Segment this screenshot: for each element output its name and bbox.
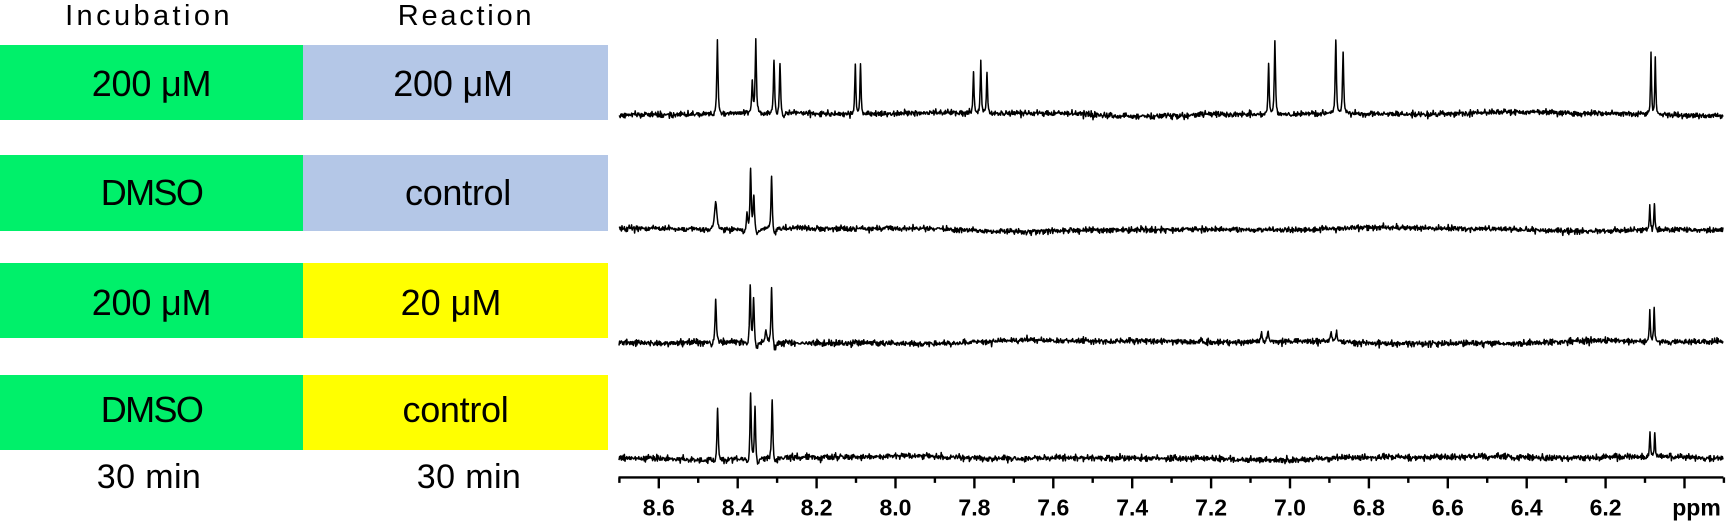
svg-text:ppm: ppm <box>1672 495 1721 521</box>
svg-text:8.6: 8.6 <box>643 495 675 521</box>
svg-text:6.2: 6.2 <box>1590 495 1622 521</box>
svg-text:6.6: 6.6 <box>1432 495 1464 521</box>
svg-text:7.8: 7.8 <box>958 495 990 521</box>
svg-text:8.0: 8.0 <box>880 495 912 521</box>
svg-text:7.4: 7.4 <box>1116 495 1148 521</box>
svg-text:7.2: 7.2 <box>1195 495 1227 521</box>
svg-text:6.8: 6.8 <box>1353 495 1385 521</box>
svg-text:8.4: 8.4 <box>722 495 754 521</box>
svg-text:7.6: 7.6 <box>1037 495 1069 521</box>
svg-text:6.4: 6.4 <box>1511 495 1543 521</box>
svg-text:8.2: 8.2 <box>801 495 833 521</box>
svg-text:7.0: 7.0 <box>1274 495 1306 521</box>
